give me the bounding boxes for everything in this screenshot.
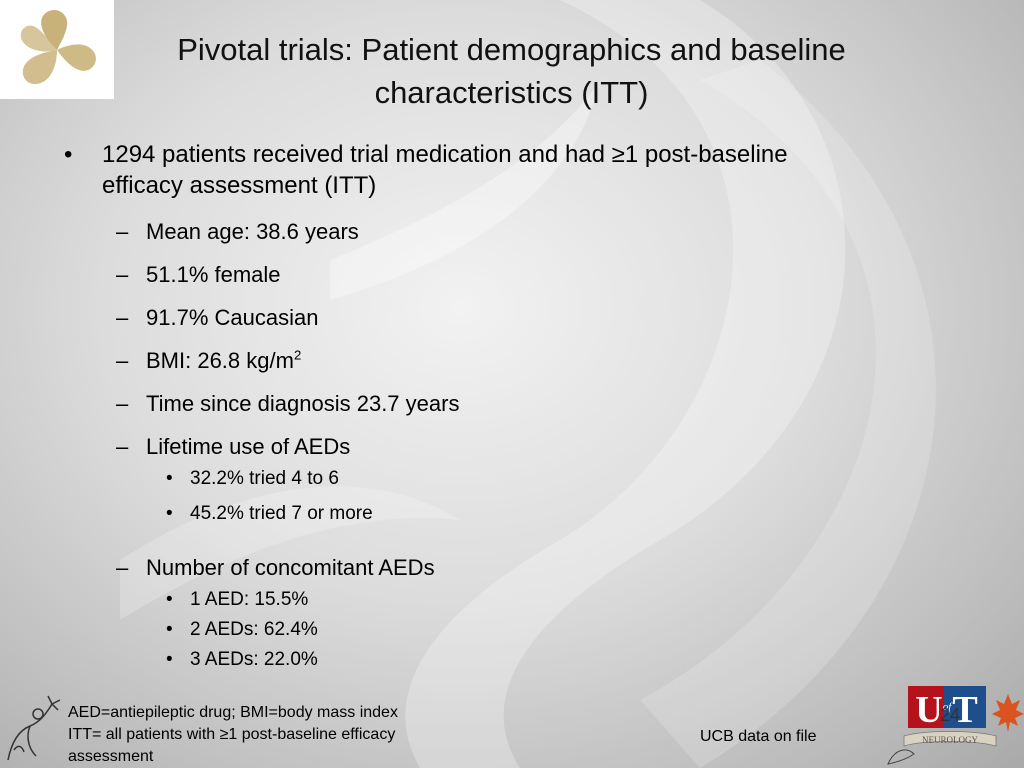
neurology-label: NEUROLOGY — [922, 735, 978, 745]
bullet-marker: • — [64, 141, 73, 168]
title-line-2: characteristics (ITT) — [374, 75, 649, 110]
bmi-superscript: 2 — [293, 347, 302, 363]
sub-item-diagnosis: Time since diagnosis 23.7 years — [146, 391, 460, 416]
dash-marker: – — [116, 555, 129, 580]
page-number: 24 — [940, 705, 961, 725]
main-bullet-line-2: efficacy assessment (ITT) — [102, 172, 377, 199]
dot-marker: • — [166, 649, 173, 670]
footnote-line-3: assessment — [68, 748, 154, 765]
footnote-line-2: ITT= all patients with ≥1 post-baseline … — [68, 726, 396, 743]
sub-item-female: 51.1% female — [146, 262, 281, 287]
sub-item-caucasian: 91.7% Caucasian — [146, 305, 319, 330]
dot-marker: • — [166, 589, 173, 610]
line-art-figure-icon — [7, 695, 61, 761]
lifetime-item-2: 45.2% tried 7 or more — [190, 503, 373, 524]
main-bullet-line-1: 1294 patients received trial medication … — [102, 141, 788, 168]
dash-marker: – — [116, 348, 129, 373]
dot-marker: • — [166, 619, 173, 640]
sub-item-age: Mean age: 38.6 years — [146, 219, 359, 244]
ut-letter-u: U — [915, 689, 942, 731]
gold-swirl-leaf-icon — [20, 9, 96, 84]
sub-item-concomitant-aeds: Number of concomitant AEDs — [146, 555, 435, 580]
ut-neurology-logo: U T of NEUROLOGY — [887, 686, 1024, 765]
ut-letter-t: T — [952, 689, 977, 731]
sub-item-bmi: BMI: 26.8 kg/m2 — [146, 348, 301, 374]
dash-marker: – — [116, 305, 129, 330]
dash-marker: – — [116, 391, 129, 416]
concomitant-item-3: 3 AEDs: 22.0% — [190, 649, 318, 670]
slide-title: Pivotal trials: Patient demographics and… — [114, 28, 909, 114]
concomitant-item-2: 2 AEDs: 62.4% — [190, 619, 318, 640]
ut-small-of: of — [943, 701, 954, 713]
dot-marker: • — [166, 503, 173, 524]
bmi-text: BMI: 26.8 kg/m — [146, 348, 294, 373]
dot-marker: • — [166, 468, 173, 489]
title-line-1: Pivotal trials: Patient demographics and… — [177, 32, 846, 67]
footnote: AED=antiepileptic drug; BMI=body mass in… — [68, 702, 498, 768]
concomitant-item-1: 1 AED: 15.5% — [190, 589, 309, 610]
dash-marker: – — [116, 262, 129, 287]
corner-logo — [0, 0, 114, 99]
source-note: UCB data on file — [700, 728, 817, 745]
footnote-line-1: AED=antiepileptic drug; BMI=body mass in… — [68, 704, 398, 721]
dash-marker: – — [116, 219, 129, 244]
dash-marker: – — [116, 434, 129, 459]
maple-leaf-icon — [992, 694, 1024, 732]
sub-item-lifetime-aeds: Lifetime use of AEDs — [146, 434, 351, 459]
lifetime-item-1: 32.2% tried 4 to 6 — [190, 468, 339, 489]
